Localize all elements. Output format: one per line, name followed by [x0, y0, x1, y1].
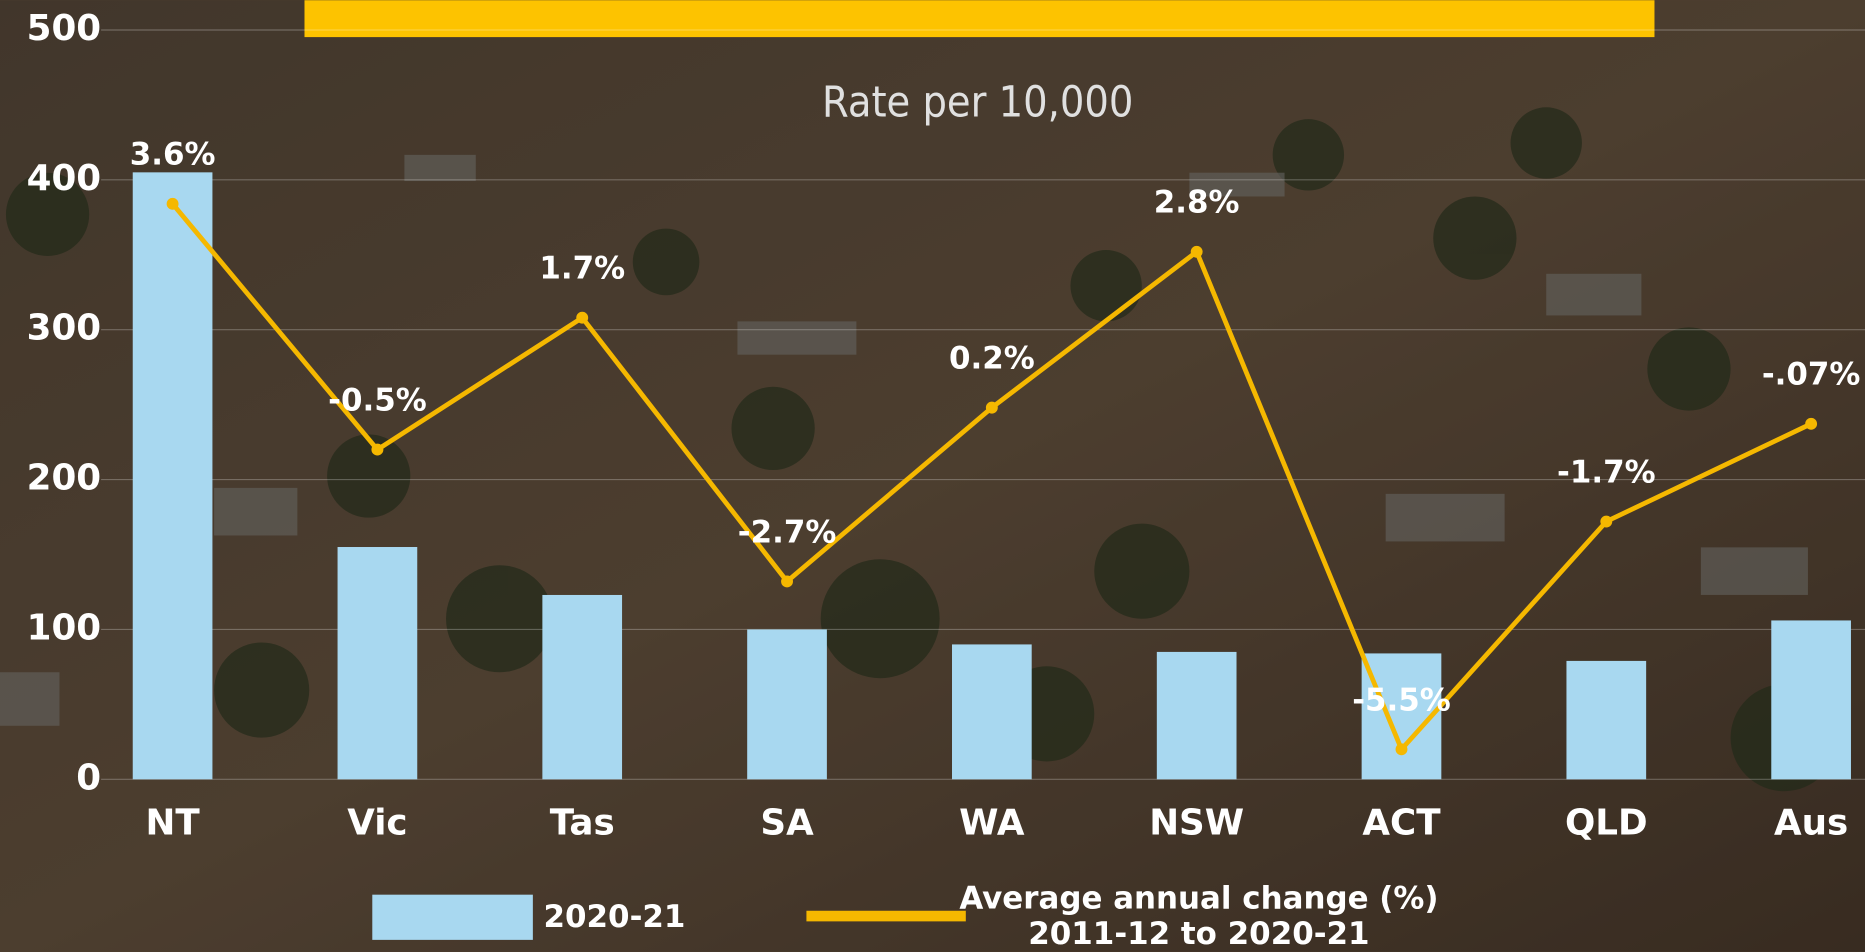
- y-tick-label: 400: [27, 158, 101, 199]
- data-label: 3.6%: [130, 137, 216, 173]
- x-tick-label: WA: [959, 802, 1025, 843]
- data-label: -5.5%: [1352, 682, 1451, 718]
- x-tick-label: Tas: [550, 802, 615, 843]
- line-point: [1600, 515, 1613, 528]
- y-tick-label: 0: [76, 757, 101, 798]
- line-point: [1395, 743, 1408, 756]
- x-tick-label: SA: [760, 802, 814, 843]
- legend-label: Average annual change (%) 2011-12 to 2020…: [959, 880, 1438, 952]
- y-tick-label: 200: [27, 458, 101, 499]
- background-trees: [5, 107, 1838, 792]
- data-label: -0.5%: [328, 383, 427, 419]
- legend-label: 2020-21: [544, 899, 686, 935]
- y-tick-label: 300: [27, 308, 101, 349]
- bar: [952, 644, 1032, 780]
- bar: [747, 629, 827, 780]
- x-tick-label: NSW: [1149, 802, 1244, 843]
- bar: [337, 547, 418, 780]
- data-label: 2.8%: [1154, 185, 1240, 221]
- line-point: [371, 443, 384, 456]
- legend-swatch: [372, 894, 533, 940]
- bar: [1566, 660, 1647, 780]
- line-point: [985, 401, 998, 414]
- background-houses: [0, 154, 1808, 726]
- x-tick-label: QLD: [1565, 802, 1648, 843]
- line-point: [781, 575, 793, 588]
- line-point: [1805, 417, 1818, 430]
- bar: [542, 594, 623, 780]
- x-tick-label: NT: [145, 802, 200, 843]
- x-tick-label: Vic: [347, 802, 407, 843]
- bar: [1156, 651, 1237, 780]
- title-banner: [304, 0, 1655, 38]
- x-tick-label: Aus: [1774, 802, 1848, 843]
- bar: [132, 172, 213, 780]
- line-point: [576, 311, 589, 324]
- data-label: -1.7%: [1557, 454, 1656, 490]
- data-label: -.07%: [1762, 357, 1861, 393]
- line-point: [166, 197, 179, 210]
- line-point: [1190, 245, 1203, 258]
- chart-subtitle: Rate per 10,000: [822, 77, 1133, 127]
- x-tick-label: ACT: [1362, 802, 1441, 843]
- bar: [1771, 620, 1851, 780]
- data-label: 0.2%: [949, 341, 1035, 377]
- y-tick-label: 100: [27, 607, 101, 648]
- y-tick-label: 500: [27, 8, 101, 49]
- data-label: 1.7%: [539, 251, 625, 287]
- data-label: -2.7%: [738, 514, 837, 550]
